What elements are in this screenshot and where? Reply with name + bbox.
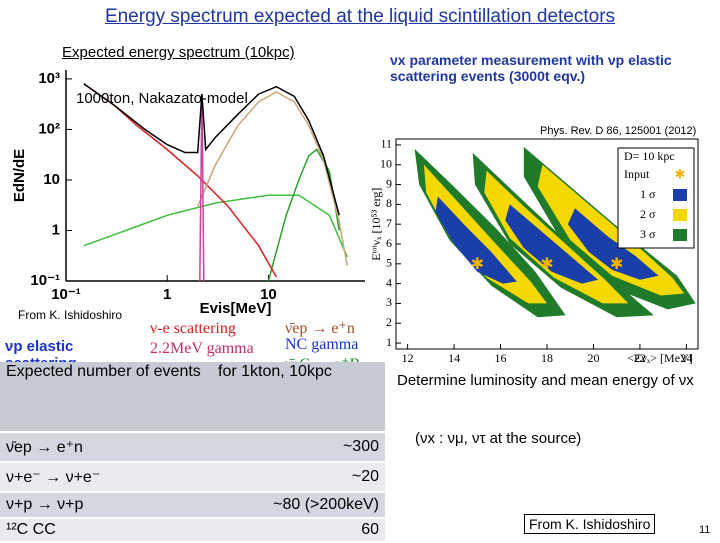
x-tick-label: 10 <box>260 286 277 303</box>
input-point: ✱ <box>471 256 484 273</box>
table-cell: 60 <box>212 518 385 543</box>
input-point: ✱ <box>610 256 623 273</box>
slide-title: Energy spectrum expected at the liquid s… <box>104 6 616 27</box>
table-cell: ν̄ep → e⁺n <box>0 432 212 463</box>
contour-region <box>414 148 566 318</box>
y-axis-label: Eᵗᵒᵗνₓ [10⁵³ erg] <box>369 188 383 261</box>
x-tick-label: 12 <box>402 351 414 365</box>
legend-label: 1 σ <box>640 187 656 201</box>
x-tick-label: 16 <box>495 351 507 365</box>
y-tick-label: 10 <box>43 171 60 188</box>
table-cell: ~20 <box>212 462 385 493</box>
y-tick-label: 1 <box>386 335 392 349</box>
table-cell: ~300 <box>212 432 385 463</box>
table-cell: ~80 (>200keV) <box>212 492 385 519</box>
series-line <box>197 91 348 266</box>
series-line <box>267 148 340 282</box>
x-axis-label: <Eνₓ> [MeV] <box>627 351 692 365</box>
contour-region <box>505 204 599 284</box>
contour-region <box>537 164 685 296</box>
y-tick-label: 10³ <box>38 70 60 87</box>
y-tick-label: 6 <box>386 236 392 250</box>
legend-label: 2 σ <box>640 207 656 221</box>
input-point: ✱ <box>540 256 553 273</box>
legend-swatch <box>673 209 687 221</box>
legend-title: D= 10 kpc <box>624 149 675 163</box>
y-tick-label: 5 <box>386 256 392 270</box>
x-tick-label: 20 <box>587 351 599 365</box>
annotation: ν-e scattering <box>150 320 236 337</box>
note: (νx : νμ, ντ at the source) <box>415 430 582 447</box>
page-number: 11 <box>699 524 711 536</box>
y-tick-label: 10 <box>380 157 392 171</box>
x-axis-label: Evis[MeV] <box>200 300 272 317</box>
y-tick-label: 11 <box>380 137 392 151</box>
x-tick-label: 22 <box>634 351 646 365</box>
x-tick-label: 24 <box>680 351 692 365</box>
y-tick-label: 1 <box>52 221 60 238</box>
right-chart-source: Phys. Rev. D 86, 125001 (2012) <box>540 125 697 137</box>
left-chart-annotation: 1000ton, Nakazato-model <box>76 90 248 107</box>
table-cell: ¹²C CC <box>0 518 212 543</box>
legend-swatch <box>673 189 687 201</box>
contour-region <box>567 208 659 280</box>
note: Determine luminosity and mean energy of … <box>397 372 694 389</box>
table-cell: ν+e⁻ → ν+e⁻ <box>0 462 212 493</box>
y-tick-label: 2 <box>386 315 392 329</box>
series-line <box>83 83 340 216</box>
series-line <box>83 194 348 258</box>
table-header: Expected number of events <box>0 362 212 433</box>
y-tick-label: 9 <box>386 176 392 190</box>
legend-swatch <box>673 229 687 241</box>
annotation: NC gamma <box>285 336 359 353</box>
table-header: for 1kton, 10kpc <box>212 362 385 433</box>
x-tick-label: 18 <box>541 351 553 365</box>
contour-region <box>435 196 517 284</box>
table-cell: ν+p → ν+p <box>0 492 212 519</box>
annotation: ν̄ep → e⁺n <box>285 320 355 337</box>
y-tick-label: 10⁻¹ <box>30 272 60 289</box>
x-tick-label: 10⁻¹ <box>51 286 81 303</box>
y-axis-label: EdN/dE <box>11 149 28 202</box>
x-tick-label: 14 <box>448 351 460 365</box>
legend-marker: ✱ <box>675 166 686 181</box>
legend-label: 3 σ <box>640 227 656 241</box>
event-table: Expected number of events for 1kton, 10k… <box>0 362 385 543</box>
y-tick-label: 8 <box>386 196 392 210</box>
right-chart-title: νx parameter measurement with νp elastic… <box>390 52 672 84</box>
y-tick-label: 4 <box>386 275 392 289</box>
credit: From K. Ishidoshiro <box>524 514 656 534</box>
contour-region <box>484 170 629 304</box>
series-line <box>83 83 278 278</box>
y-tick-label: 3 <box>386 295 392 309</box>
y-tick-label: 7 <box>386 216 392 230</box>
y-tick-label: 10² <box>38 120 60 137</box>
credit: From K. Ishidoshiro <box>18 308 123 322</box>
annotation: 2.2MeV gamma <box>150 340 254 357</box>
legend-label: Input <box>624 167 650 181</box>
contour-region <box>423 164 547 304</box>
x-tick-label: 1 <box>163 286 171 303</box>
left-chart-title: Expected energy spectrum (10kpc) <box>62 44 295 61</box>
